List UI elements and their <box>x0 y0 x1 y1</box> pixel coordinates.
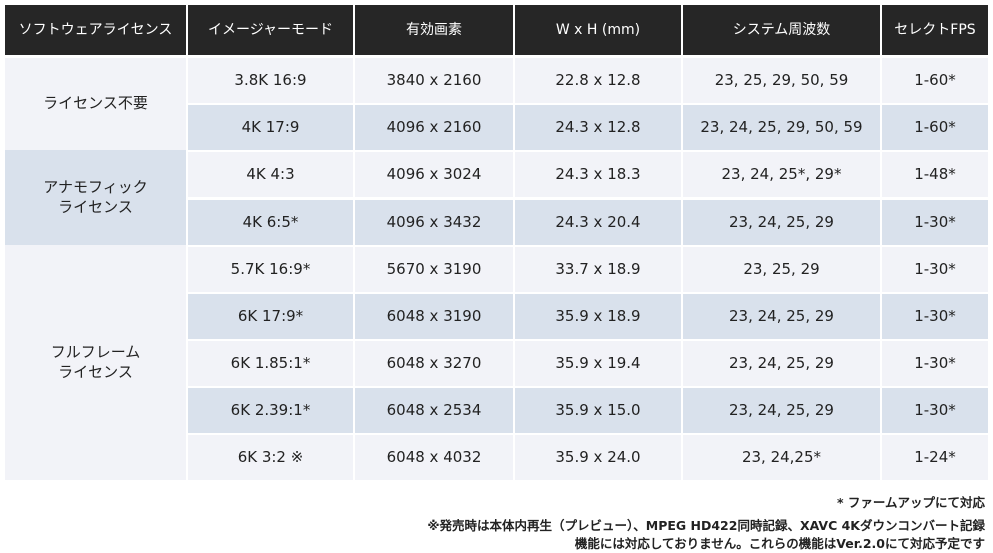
license-group-label: ライセンス不要 <box>5 58 186 150</box>
system-frequency-cell: 23, 24, 25, 29 <box>683 388 880 433</box>
select-fps-cell: 1-24* <box>882 435 988 480</box>
sensor-size-cell: 35.9 x 24.0 <box>515 435 681 480</box>
system-frequency-cell: 23, 24, 25, 29 <box>683 200 880 245</box>
select-fps-cell: 1-48* <box>882 152 988 197</box>
imager-mode-cell: 5.7K 16:9* <box>188 247 353 292</box>
sensor-size-cell: 35.9 x 18.9 <box>515 294 681 339</box>
select-fps-cell: 1-30* <box>882 247 988 292</box>
sensor-size-cell: 24.3 x 12.8 <box>515 105 681 150</box>
effective-pixels-cell: 6048 x 3270 <box>355 341 513 386</box>
header-system-frequency: システム周波数 <box>683 5 880 55</box>
effective-pixels-cell: 4096 x 2160 <box>355 105 513 150</box>
system-frequency-cell: 23, 24, 25, 29 <box>683 341 880 386</box>
imager-mode-cell: 4K 6:5* <box>188 200 353 245</box>
footnote-firmware: * ファームアップにて対応 <box>836 495 985 510</box>
effective-pixels-cell: 6048 x 3190 <box>355 294 513 339</box>
header-imager-mode: イメージャーモード <box>188 5 353 55</box>
header-select-fps: セレクトFPS <box>882 5 988 55</box>
sensor-size-cell: 35.9 x 15.0 <box>515 388 681 433</box>
license-group-label: アナモフィック ライセンス <box>5 150 186 245</box>
sensor-size-cell: 35.9 x 19.4 <box>515 341 681 386</box>
select-fps-cell: 1-30* <box>882 200 988 245</box>
select-fps-cell: 1-60* <box>882 105 988 150</box>
select-fps-cell: 1-30* <box>882 341 988 386</box>
imager-mode-cell: 4K 17:9 <box>188 105 353 150</box>
effective-pixels-cell: 4096 x 3024 <box>355 152 513 197</box>
select-fps-cell: 1-30* <box>882 294 988 339</box>
imager-mode-cell: 3.8K 16:9 <box>188 58 353 103</box>
select-fps-cell: 1-30* <box>882 388 988 433</box>
effective-pixels-cell: 6048 x 2534 <box>355 388 513 433</box>
imager-mode-cell: 4K 4:3 <box>188 152 353 197</box>
effective-pixels-cell: 6048 x 4032 <box>355 435 513 480</box>
header-software-license: ソフトウェアライセンス <box>5 5 186 55</box>
imager-mode-cell: 6K 2.39:1* <box>188 388 353 433</box>
sensor-size-cell: 24.3 x 20.4 <box>515 200 681 245</box>
effective-pixels-cell: 5670 x 3190 <box>355 247 513 292</box>
effective-pixels-cell: 3840 x 2160 <box>355 58 513 103</box>
imager-mode-cell: 6K 17:9* <box>188 294 353 339</box>
license-group-label: フルフレーム ライセンス <box>5 245 186 480</box>
footnote-release-limitations: ※発売時は本体内再生（プレビュー）、MPEG HD422同時記録、XAVC 4K… <box>427 518 985 533</box>
header-effective-pixels: 有効画素 <box>355 5 513 55</box>
select-fps-cell: 1-60* <box>882 58 988 103</box>
system-frequency-cell: 23, 24,25* <box>683 435 880 480</box>
sensor-size-cell: 33.7 x 18.9 <box>515 247 681 292</box>
system-frequency-cell: 23, 24, 25, 29, 50, 59 <box>683 105 880 150</box>
effective-pixels-cell: 4096 x 3432 <box>355 200 513 245</box>
system-frequency-cell: 23, 24, 25, 29 <box>683 294 880 339</box>
imager-mode-cell: 6K 3:2 ※ <box>188 435 353 480</box>
footnote-version-2: 機能には対応しておりません。これらの機能はVer.2.0にて対応予定です <box>574 536 985 551</box>
imager-mode-cell: 6K 1.85:1* <box>188 341 353 386</box>
sensor-size-cell: 22.8 x 12.8 <box>515 58 681 103</box>
sensor-size-cell: 24.3 x 18.3 <box>515 152 681 197</box>
system-frequency-cell: 23, 25, 29 <box>683 247 880 292</box>
header-size: W x H (mm) <box>515 5 681 55</box>
system-frequency-cell: 23, 25, 29, 50, 59 <box>683 58 880 103</box>
system-frequency-cell: 23, 24, 25*, 29* <box>683 152 880 197</box>
